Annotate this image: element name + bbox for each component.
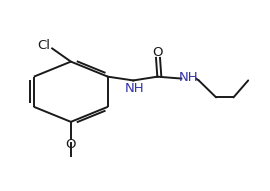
Text: O: O bbox=[152, 46, 163, 59]
Text: NH: NH bbox=[179, 71, 199, 84]
Text: Cl: Cl bbox=[37, 39, 50, 52]
Text: O: O bbox=[66, 138, 76, 151]
Text: NH: NH bbox=[125, 82, 144, 96]
